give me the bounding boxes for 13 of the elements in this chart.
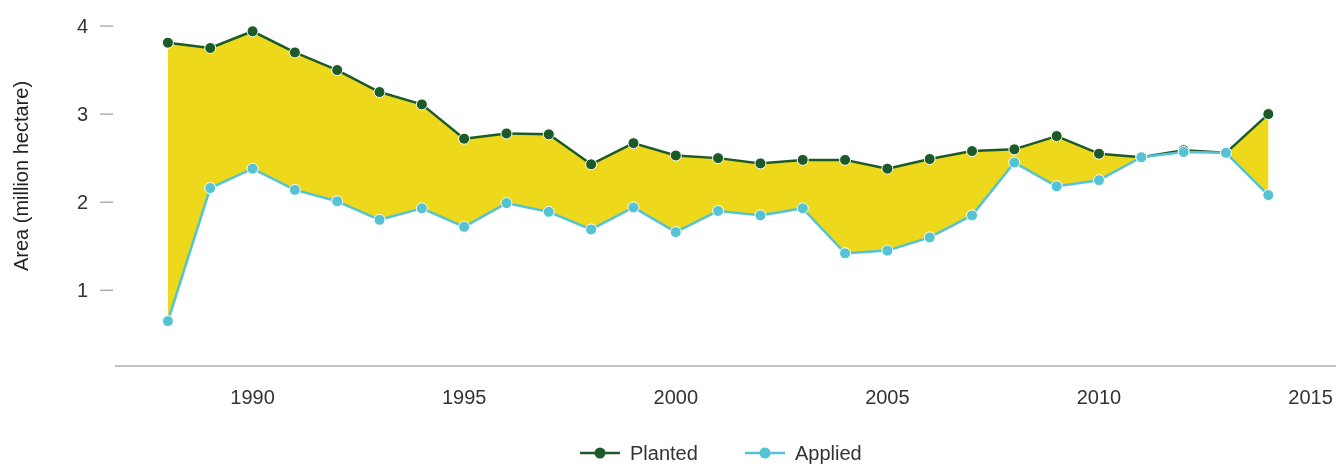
legend-label: Planted [630, 442, 698, 464]
y-tick-label: 3 [76, 103, 88, 126]
y-axis-title: Area (million hectare) [10, 80, 32, 272]
x-tick-label: 1990 [230, 386, 275, 408]
x-tick-label: 2005 [865, 386, 910, 408]
y-tick-label: 1 [76, 279, 88, 302]
legend-label: Applied [795, 442, 862, 464]
x-tick-label: 1995 [441, 386, 487, 408]
x-tick-label: 2010 [1076, 386, 1122, 408]
x-tick-label: 2015 [1288, 386, 1333, 408]
y-tick-label: 4 [76, 15, 88, 37]
y-tick-label: 2 [76, 191, 88, 214]
x-tick-label: 2000 [653, 386, 699, 408]
